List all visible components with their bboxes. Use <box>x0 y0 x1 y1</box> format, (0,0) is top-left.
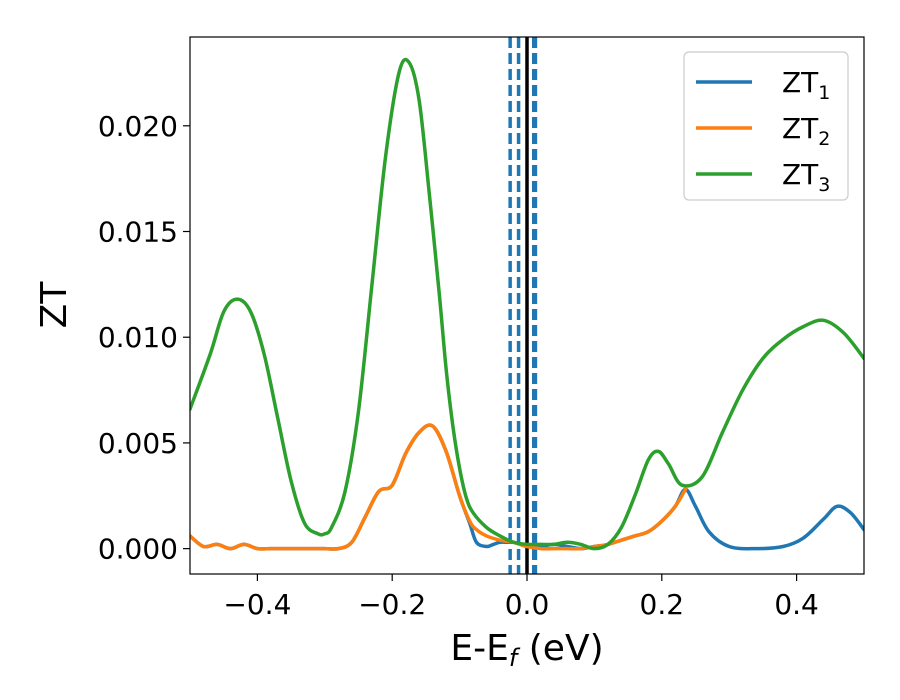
series-line-3 <box>190 57 864 551</box>
x-tick-label: 0.0 <box>505 588 550 621</box>
y-axis: 0.000 0.005 0.010 0.015 0.020 <box>98 110 190 566</box>
y-tick-label: 0.005 <box>98 427 178 460</box>
legend-label-3: ZT3 <box>782 158 830 196</box>
x-axis: −0.4 −0.2 0.0 0.2 0.4 <box>223 574 819 621</box>
legend-label-1: ZT1 <box>782 66 830 104</box>
series-layer <box>190 57 864 551</box>
x-tick-label: 0.4 <box>774 588 819 621</box>
legend-label-2: ZT2 <box>782 112 830 150</box>
y-axis-label: ZT <box>34 281 75 329</box>
x-axis-label: E-Ef (eV) <box>450 628 603 672</box>
legend-items: ZT1 ZT2 ZT3 <box>696 66 830 196</box>
legend-box <box>683 51 849 201</box>
y-tick-label: 0.015 <box>98 216 178 249</box>
x-axis-label-unit: (eV) <box>517 628 603 669</box>
reference-lines <box>508 37 538 574</box>
x-axis-label-main: E-E <box>450 628 508 669</box>
x-tick-label: −0.2 <box>358 588 426 621</box>
y-tick-label: 0.010 <box>98 321 178 354</box>
legend: ZT1 ZT2 ZT3 <box>683 51 849 201</box>
x-tick-label: 0.2 <box>640 588 685 621</box>
x-tick-label: −0.4 <box>223 588 291 621</box>
y-tick-label: 0.000 <box>98 533 178 566</box>
series-line-2 <box>190 423 688 551</box>
y-tick-label: 0.020 <box>98 110 178 143</box>
